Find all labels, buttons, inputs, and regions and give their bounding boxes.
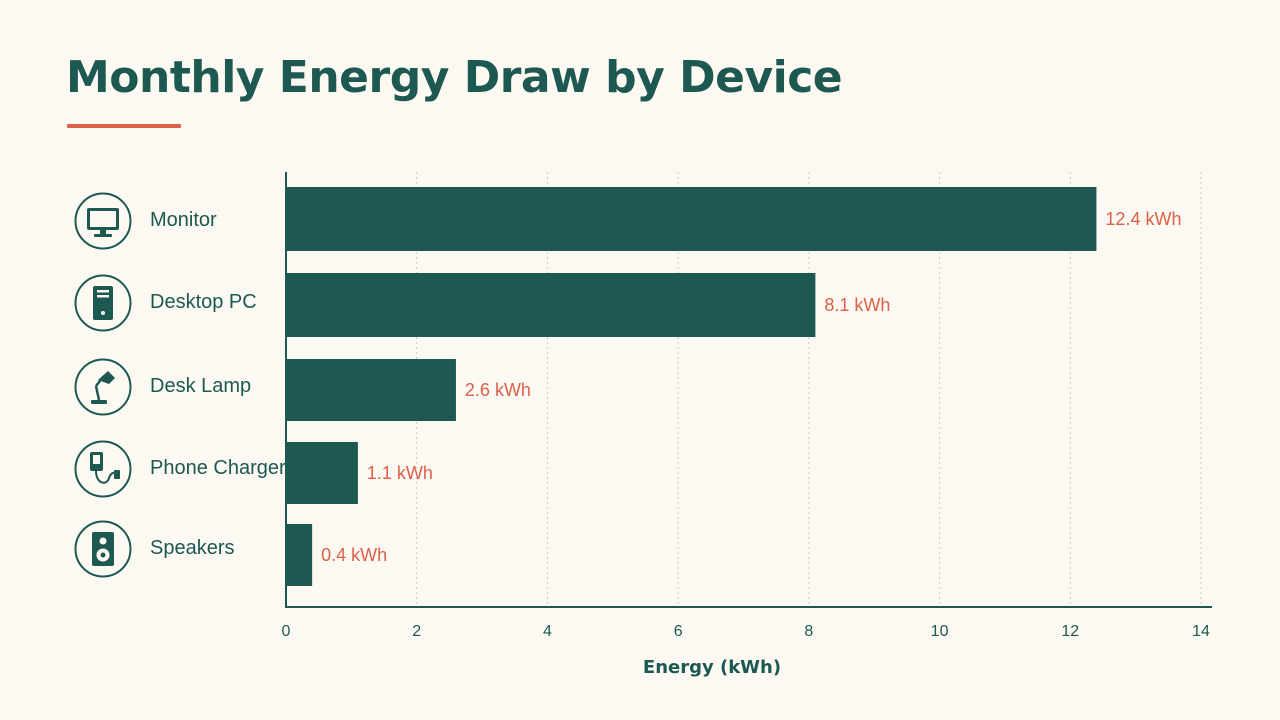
x-tick-label-12: 12 [1061, 623, 1079, 640]
x-tick-label-2: 2 [412, 623, 421, 640]
device-row-speakers: Speakers [74, 520, 280, 578]
value-label-desktop-pc: 8.1 kWh [824, 295, 890, 315]
speaker-icon [74, 520, 132, 578]
device-row-desktop-pc: Desktop PC [74, 274, 280, 332]
x-tick-label-4: 4 [543, 623, 552, 640]
device-row-desk-lamp: Desk Lamp [74, 358, 280, 416]
value-label-phone-charger: 1.1 kWh [367, 463, 433, 483]
chart-title: Monthly Energy Draw by Device [66, 52, 843, 103]
device-label-desktop-pc: Desktop PC [150, 291, 257, 313]
device-label-phone-charger: Phone Charger [150, 457, 286, 479]
bar-desk-lamp [286, 359, 456, 421]
phone-charger-icon [74, 440, 132, 498]
device-label-speakers: Speakers [150, 537, 235, 559]
monitor-icon [74, 192, 132, 250]
value-label-desk-lamp: 2.6 kWh [465, 380, 531, 400]
bar-speakers [286, 524, 313, 586]
bar-phone-charger [286, 442, 358, 504]
x-tick-label-6: 6 [674, 623, 683, 640]
x-tick-label-0: 0 [282, 623, 291, 640]
x-tick-label-14: 14 [1192, 623, 1210, 640]
bar-monitor [286, 187, 1097, 251]
x-tick-label-8: 8 [804, 623, 813, 640]
x-tick-label-10: 10 [931, 623, 949, 640]
value-label-speakers: 0.4 kWh [321, 545, 387, 565]
desktop-tower-icon [74, 274, 132, 332]
bar-desktop-pc [286, 273, 816, 337]
desk-lamp-icon [74, 358, 132, 416]
device-label-desk-lamp: Desk Lamp [150, 375, 252, 397]
value-label-monitor: 12.4 kWh [1105, 209, 1181, 229]
title-underline [67, 124, 181, 128]
x-axis-title: Energy (kWh) [643, 657, 781, 678]
device-row-phone-charger: Phone Charger [74, 440, 286, 498]
device-label-monitor: Monitor [150, 209, 217, 231]
device-row-monitor: Monitor [74, 192, 280, 250]
